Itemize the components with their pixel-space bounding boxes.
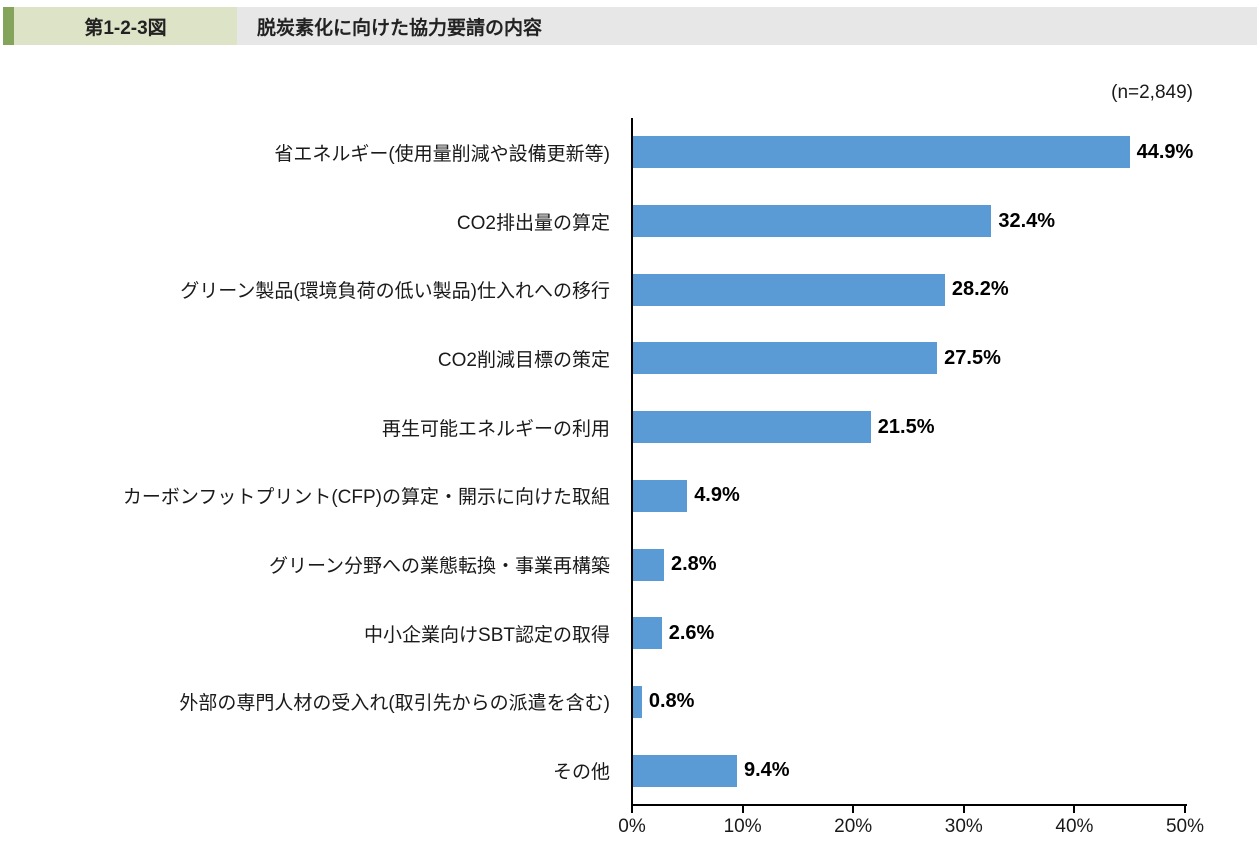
chart-row: 中小企業向けSBT認定の取得 2.6% [0,599,1257,668]
bar [633,754,737,787]
chart-row: グリーン製品(環境負荷の低い製品)仕入れへの移行 28.2% [0,255,1257,324]
y-axis-line [631,118,633,806]
figure-header: 第1-2-3図 脱炭素化に向けた協力要請の内容 [0,7,1257,45]
x-axis-tick [631,806,633,813]
x-axis-tick [962,806,965,813]
bar [633,685,642,718]
figure-title: 脱炭素化に向けた協力要請の内容 [237,7,1257,45]
chart-row: 省エネルギー(使用量削減や設備更新等) 44.9% [0,118,1257,187]
value-label: 28.2% [951,278,1009,301]
category-label: カーボンフットプリント(CFP)の算定・開示に向けた取組 [122,487,610,509]
x-axis-tick-label: 20% [834,816,873,837]
category-label: CO2削減目標の策定 [437,349,610,371]
chart-row: CO2削減目標の策定 27.5% [0,324,1257,393]
category-label: CO2排出量の算定 [456,212,610,234]
x-axis-tick [1073,806,1076,813]
x-axis-tick-label: 50% [1165,816,1205,837]
sample-size-note: (n=2,849) [1111,82,1193,103]
x-axis-line [631,804,1187,806]
header-accent-bar [3,7,14,45]
chart-row: CO2排出量の算定 32.4% [0,187,1257,256]
chart-row: グリーン分野への業態転換・事業再構築 2.8% [0,530,1257,599]
x-axis-tick [1184,806,1186,813]
value-label: 4.9% [694,484,740,507]
figure-number-label: 第1-2-3図 [14,7,237,45]
bar [633,205,992,238]
bar [633,136,1130,169]
bar [633,617,662,650]
chart-row: 外部の専門人材の受入れ(取引先からの派遣を含む) 0.8% [0,668,1257,737]
x-axis-tick [852,806,855,813]
x-axis-tick-label: 10% [723,816,762,837]
value-label: 27.5% [944,346,1001,369]
bar [633,411,871,444]
value-label: 2.6% [668,621,715,644]
category-label: その他 [552,762,610,784]
category-label: 再生可能エネルギーの利用 [381,418,610,440]
bar [633,548,664,581]
value-label: 32.4% [998,209,1056,232]
category-label: 中小企業向けSBT認定の取得 [364,624,610,646]
category-label: 省エネルギー(使用量削減や設備更新等) [274,143,610,165]
x-axis-tick-label: 30% [944,816,983,837]
bar [633,342,938,375]
value-label: 2.8% [670,553,717,576]
chart-row: 再生可能エネルギーの利用 21.5% [0,393,1257,462]
category-label: グリーン分野への業態転換・事業再構築 [268,556,610,578]
x-axis-tick [741,806,744,813]
value-label: 9.4% [743,759,790,782]
chart-row: カーボンフットプリント(CFP)の算定・開示に向けた取組 4.9% [0,462,1257,531]
x-axis-tick-label: 40% [1055,816,1094,837]
value-label: 0.8% [648,690,695,713]
category-label: 外部の専門人材の受入れ(取引先からの派遣を含む) [179,693,610,715]
chart-row: その他 9.4% [0,736,1257,805]
value-label: 21.5% [877,415,935,438]
x-axis-tick-label: 0% [618,816,646,837]
bar [633,479,688,512]
category-label: グリーン製品(環境負荷の低い製品)仕入れへの移行 [180,281,610,303]
bar [633,273,945,306]
value-label: 44.9% [1136,140,1194,163]
